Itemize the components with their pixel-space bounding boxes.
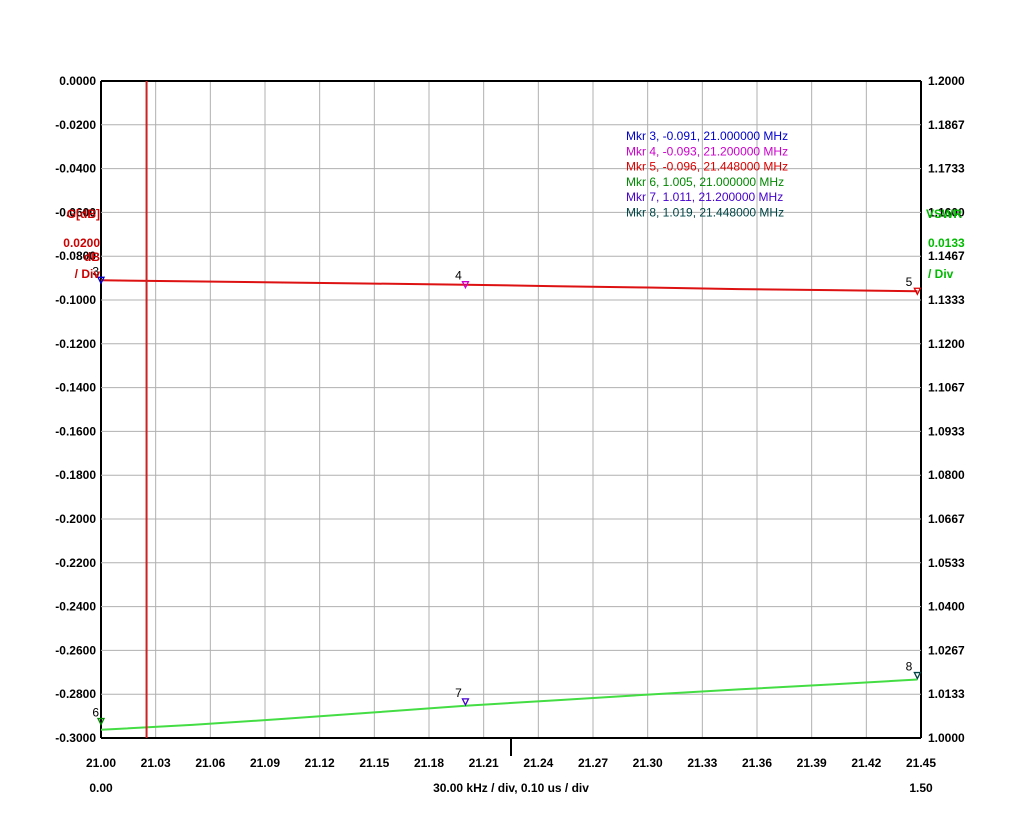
marker-3-symbol	[96, 276, 106, 285]
x-tick-label: 21.39	[797, 756, 827, 770]
left-tick-label: -0.2200	[55, 556, 96, 570]
right-axis-ticks: 1.2000 1.1867 1.1733 1.1600 1.1467 1.1333 1.12…	[928, 74, 965, 745]
left-tick-label: -0.1000	[55, 293, 96, 307]
plot-grid	[100, 80, 922, 739]
right-axis-scale-value: 0.0133	[928, 236, 965, 250]
marker-8-readout: Mkr 8, 1.019, 21.448000 MHz	[626, 206, 784, 220]
left-tick-label: -0.2400	[55, 600, 96, 614]
left-axis-ticks: 0.0000 -0.0200 -0.0400 -0.0600 -0.0800 -0.100…	[55, 74, 96, 745]
left-tick-label: -0.3000	[55, 731, 96, 745]
left-axis-scale-unit: dB	[84, 250, 100, 264]
marker-6-symbol	[96, 717, 106, 727]
right-tick-label: 1.0000	[928, 731, 965, 745]
x-tick-label: 21.27	[578, 756, 608, 770]
left-tick-label: -0.0800	[55, 249, 96, 263]
right-tick-label: 1.0133	[928, 687, 965, 701]
marker-3-readout: Mkr 3, -0.091, 21.000000 MHz	[626, 129, 788, 143]
left-tick-label: 0.0000	[59, 74, 96, 88]
x-tick-label: 21.15	[359, 756, 389, 770]
right-tick-label: 1.1867	[928, 118, 965, 132]
right-tick-label: 1.0267	[928, 643, 965, 657]
vswr-trace	[100, 678, 918, 731]
right-tick-label: 1.1333	[928, 293, 965, 307]
x-tick-label: 21.24	[523, 756, 553, 770]
marker-6-label: 6	[92, 706, 99, 720]
marker-5-symbol	[913, 287, 922, 296]
x-tick-label: 21.09	[250, 756, 280, 770]
marker-4-readout: Mkr 4, -0.093, 21.200000 MHz	[626, 144, 788, 158]
left-axis-title: G[dB]	[67, 207, 100, 221]
left-tick-label: -0.1600	[55, 424, 96, 438]
right-tick-label: 1.1067	[928, 381, 965, 395]
right-axis-title: VSWR	[926, 207, 962, 221]
time-start-label: 0.00	[89, 781, 113, 795]
marker-4-label: 4	[455, 269, 462, 283]
gain-trace	[100, 279, 918, 293]
x-tick-label: 21.42	[851, 756, 881, 770]
left-axis-scale-div: / Div	[75, 267, 101, 281]
x-tick-label: 21.06	[195, 756, 225, 770]
marker-8-symbol	[913, 671, 922, 681]
x-tick-label: 21.00	[86, 756, 116, 770]
right-tick-label: 1.1600	[928, 205, 965, 219]
marker-7-symbol	[461, 698, 470, 707]
left-tick-label: -0.1200	[55, 337, 96, 351]
marker-3-label: 3	[92, 264, 99, 278]
marker-4-symbol	[461, 281, 470, 290]
marker-7-readout: Mkr 7, 1.011, 21.200000 MHz	[626, 190, 783, 204]
marker-6-readout: Mkr 6, 1.005, 21.000000 MHz	[626, 175, 784, 189]
left-axis-scale-value: 0.0200	[63, 236, 100, 250]
x-tick-label: 21.45	[906, 756, 936, 770]
right-tick-label: 1.1200	[928, 337, 965, 351]
marker-7-label: 7	[455, 686, 462, 700]
right-tick-label: 1.1733	[928, 162, 965, 176]
x-tick-label: 21.30	[633, 756, 663, 770]
left-tick-label: -0.1400	[55, 381, 96, 395]
right-tick-label: 1.2000	[928, 74, 965, 88]
right-tick-label: 1.1467	[928, 249, 965, 263]
x-tick-label: 21.33	[687, 756, 717, 770]
left-tick-label: -0.2600	[55, 643, 96, 657]
right-tick-label: 1.0800	[928, 468, 965, 482]
traces	[100, 81, 918, 738]
right-tick-label: 1.0400	[928, 600, 965, 614]
right-tick-label: 1.0667	[928, 512, 965, 526]
left-tick-label: -0.0600	[55, 205, 96, 219]
x-tick-label: 21.21	[469, 756, 499, 770]
left-tick-label: -0.0200	[55, 118, 96, 132]
right-tick-label: 1.0533	[928, 556, 965, 570]
x-axis-caption: 30.00 kHz / div, 0.10 us / div	[433, 781, 589, 795]
x-tick-label: 21.18	[414, 756, 444, 770]
time-end-label: 1.50	[909, 781, 933, 795]
x-tick-label: 21.36	[742, 756, 772, 770]
x-axis-ticks: 21.00 21.03 21.06 21.09 21.12 21.15 21.18 21.21…	[86, 738, 936, 770]
left-tick-label: -0.0400	[55, 162, 96, 176]
x-tick-label: 21.12	[305, 756, 335, 770]
marker-5-readout: Mkr 5, -0.096, 21.448000 MHz	[626, 160, 788, 174]
right-axis-scale-div: / Div	[928, 267, 954, 281]
marker-8-label: 8	[906, 660, 913, 674]
left-tick-label: -0.2000	[55, 512, 96, 526]
x-tick-label: 21.03	[141, 756, 171, 770]
left-tick-label: -0.2800	[55, 687, 96, 701]
right-tick-label: 1.0933	[928, 424, 965, 438]
marker-5-label: 5	[906, 275, 913, 289]
markers: 3 4 5 6 7 8	[92, 264, 922, 727]
left-tick-label: -0.1800	[55, 468, 96, 482]
